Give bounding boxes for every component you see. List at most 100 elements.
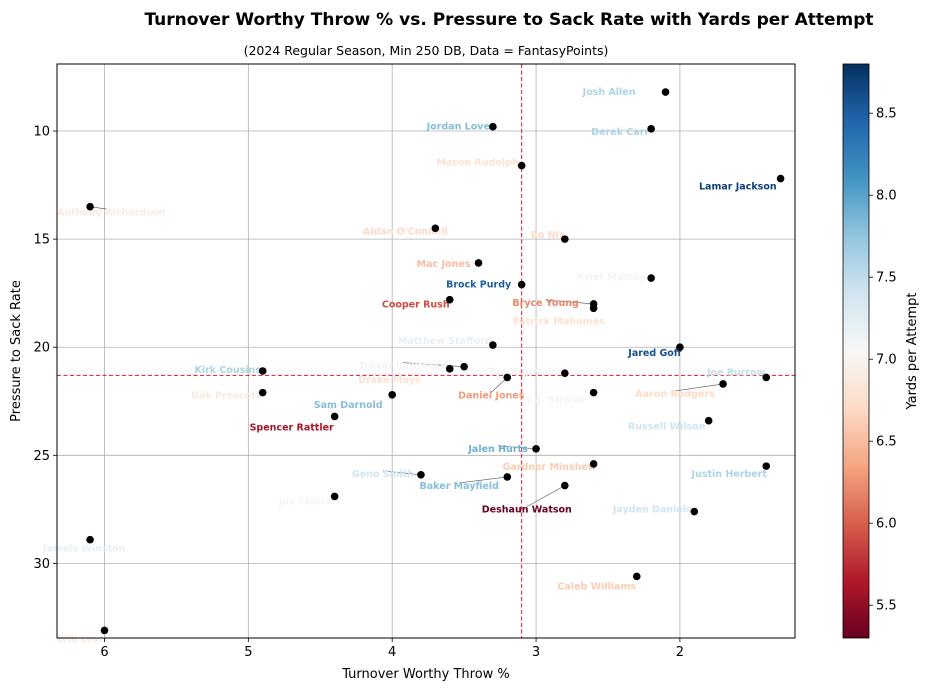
point-label: Aidan O'Connell [363,226,448,237]
data-point [86,202,94,211]
data-point [258,388,267,397]
point-label: Sam Darnold [314,400,383,411]
data-point [690,507,699,516]
point-label: Gardner Minshew [503,462,597,473]
x-tick-label: 6 [100,645,108,660]
colorbar-tick-label: 6.5 [876,435,897,450]
data-point [445,295,454,304]
data-point [719,380,727,388]
point-label: Cooper Rush [382,300,450,311]
data-point [589,388,598,397]
point-label: Russell Wilson [628,422,706,433]
data-point [632,572,641,581]
data-point [561,481,569,490]
x-tick-label: 4 [388,645,396,660]
data-point [489,341,497,349]
point-label: Bryce Young [512,298,578,309]
y-tick-label: 10 [33,125,50,140]
data-point [474,259,483,267]
point-label: Drake Maye [358,375,421,386]
point-label: Lamar Jackson [699,182,777,193]
data-point [330,412,339,421]
point-label: C.J. Stroud [527,395,584,406]
data-point [503,373,512,382]
data-point [762,462,771,470]
point-label: Jared Goff [627,348,682,359]
x-tick-label: 3 [532,645,540,660]
point-label: Patrick Mahomes [513,316,605,327]
point-label: Josh Allen [582,87,636,98]
plot-frame [56,63,796,639]
colorbar-ticks: 5.5 6.0 6.5 7.0 7.5 8.0 8.5 [869,107,897,614]
point-label: Dak Prescott [191,391,260,402]
point-label: Anthony Richardson [57,208,165,219]
data-point [489,122,497,131]
data-point [417,470,425,479]
x-axis-label: Turnover Worthy Throw % [341,667,510,682]
point-label: Jameis Winston [42,544,126,555]
point-label: Jayden Daniels [612,505,692,516]
label-leader-line [403,362,465,367]
label-leader-line [675,383,724,392]
point-label: Mason Rudolph [436,158,519,169]
colorbar-tick-label: 7.5 [876,271,897,286]
y-tick-label: 15 [33,233,50,248]
data-point [431,224,440,233]
y-tick-label: 30 [33,557,50,572]
y-tick-label: 20 [33,341,50,356]
point-label: Jordan Love [426,122,490,133]
data-point [460,362,468,371]
point-label: Spencer Rattler [250,422,334,433]
point-label: Kyler Murray [577,272,646,283]
data-point [100,626,109,635]
colorbar-tick-label: 5.5 [876,599,897,614]
colorbar-tick-label: 7.0 [876,353,897,368]
point-label: Matthew Stafford [398,336,492,347]
point-label: Daniel Jones [458,390,525,401]
data-point [704,416,713,425]
grid [57,64,795,638]
x-tick-label: 2 [676,645,684,660]
y-axis-ticks: 10 15 20 25 30 [33,125,57,572]
data-points [86,88,785,635]
data-point [561,369,569,377]
reference-lines [57,64,795,638]
label-leader-line [459,476,508,484]
data-point [503,473,512,481]
point-label: Kirk Cousins [194,365,261,376]
data-point [676,343,684,352]
colorbar-tick-label: 8.5 [876,107,897,122]
x-tick-label: 5 [244,645,252,660]
point-label: Geno Smith [352,469,414,480]
x-axis-ticks: 6 5 4 3 2 [100,638,684,660]
label-leader-line [382,470,421,476]
data-point [532,445,540,453]
colorbar-tick-label: 8.0 [876,189,897,204]
label-leader-line [526,485,565,507]
point-label: Justin Herbert [691,469,768,480]
label-leader-line [545,299,594,305]
data-point [589,304,598,313]
colorbar-tick-label: 6.0 [876,517,897,532]
data-point [86,535,94,544]
point-label: Deshaun Watson [482,505,572,516]
chart-subtitle: (2024 Regular Season, Min 250 DB, Data =… [244,43,609,58]
data-point [661,88,670,96]
data-point [647,274,655,282]
data-point [776,174,785,183]
y-tick-label: 25 [33,449,50,464]
data-point [330,492,339,501]
data-point [762,373,771,382]
point-label: Derek Carr [591,127,649,138]
colorbar-label: Yards per Attempt [905,293,920,411]
point-label: Aaron Rodgers [635,389,715,400]
data-point [647,125,655,133]
data-point [517,161,526,170]
point-label: Brock Purdy [446,280,512,291]
point-labels: Josh Allen Jordan Love Derek Carr Mason Rud… [42,87,777,645]
data-point [445,365,454,373]
data-point [388,390,396,399]
point-label: Baker Mayfield [420,481,499,492]
